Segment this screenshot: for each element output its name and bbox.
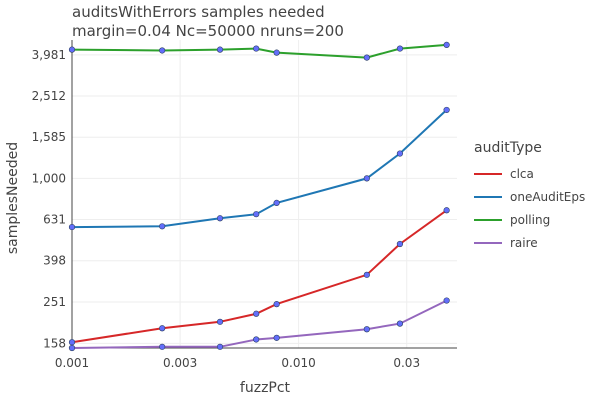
data-point-raire [396, 320, 404, 327]
y-tick-label: 3,981 [32, 48, 66, 62]
y-tick-label: 251 [43, 295, 66, 309]
y-tick-label: 631 [43, 213, 66, 227]
data-point-oneAuditEps [443, 106, 450, 114]
series-oneAuditEps [68, 106, 450, 231]
series-raire [68, 297, 450, 352]
data-point-clca [159, 325, 166, 332]
y-tick-label: 1,000 [32, 171, 66, 185]
y-axis: 158 251 398 631 1,000 1,585 2,512 3,981 [32, 40, 73, 350]
legend-label-raire: raire [510, 236, 538, 250]
legend-label-clca: clca [510, 167, 534, 181]
data-point-clca [396, 240, 404, 248]
legend-title: auditType [474, 140, 542, 156]
series-clca [68, 207, 450, 346]
data-point-clca [273, 301, 280, 308]
data-point-polling [253, 45, 260, 52]
data-point-raire [443, 297, 450, 304]
data-point-polling [159, 47, 166, 54]
x-tick-label: 0.010 [281, 356, 315, 370]
x-axis: 0.001 0.003 0.010 0.03 [55, 347, 457, 370]
series-line-clca [71, 209, 448, 344]
legend-label-oneAuditEps: oneAuditEps [510, 190, 585, 204]
chart-title: auditsWithErrors samples needed [72, 3, 325, 21]
data-point-oneAuditEps [159, 223, 166, 230]
data-point-polling [273, 49, 280, 56]
y-axis-title: samplesNeeded [5, 142, 21, 254]
data-point-polling [68, 46, 76, 53]
data-point-clca [363, 271, 370, 278]
data-point-oneAuditEps [363, 175, 370, 182]
legend-label-polling: polling [510, 213, 550, 227]
legend: auditType clca oneAuditEps polling raire [474, 140, 585, 250]
data-point-polling [443, 41, 450, 48]
chart-subtitle: margin=0.04 Nc=50000 nruns=200 [72, 22, 344, 40]
data-point-clca [443, 207, 450, 214]
y-tick-label: 1,585 [32, 130, 66, 144]
data-point-raire [273, 334, 280, 341]
x-tick-label: 0.03 [393, 356, 420, 370]
data-point-oneAuditEps [253, 211, 260, 218]
series-line-oneAuditEps [71, 109, 448, 229]
gridlines [71, 40, 457, 348]
y-tick-label: 158 [43, 336, 66, 350]
x-tick-label: 0.003 [163, 356, 197, 370]
y-tick-label: 2,512 [32, 89, 66, 103]
series-polling [68, 41, 450, 61]
plot-area [68, 41, 450, 352]
data-point-clca [216, 318, 224, 325]
data-point-clca [68, 339, 76, 346]
data-point-oneAuditEps [68, 223, 76, 231]
data-point-clca [253, 310, 260, 317]
data-point-polling [216, 46, 224, 53]
data-point-oneAuditEps [273, 199, 280, 207]
x-tick-label: 0.001 [55, 356, 89, 370]
x-axis-title: fuzzPct [240, 380, 291, 396]
data-point-raire [216, 343, 224, 350]
data-point-polling [396, 45, 404, 52]
series-line-polling [71, 43, 447, 59]
y-tick-label: 398 [43, 254, 66, 268]
data-point-oneAuditEps [216, 215, 224, 222]
data-point-raire [363, 326, 370, 333]
data-point-oneAuditEps [396, 150, 404, 157]
data-point-raire [253, 336, 260, 343]
data-point-raire [159, 343, 166, 350]
series-line-raire [71, 299, 448, 349]
data-point-polling [363, 54, 370, 61]
data-point-raire [68, 344, 76, 352]
